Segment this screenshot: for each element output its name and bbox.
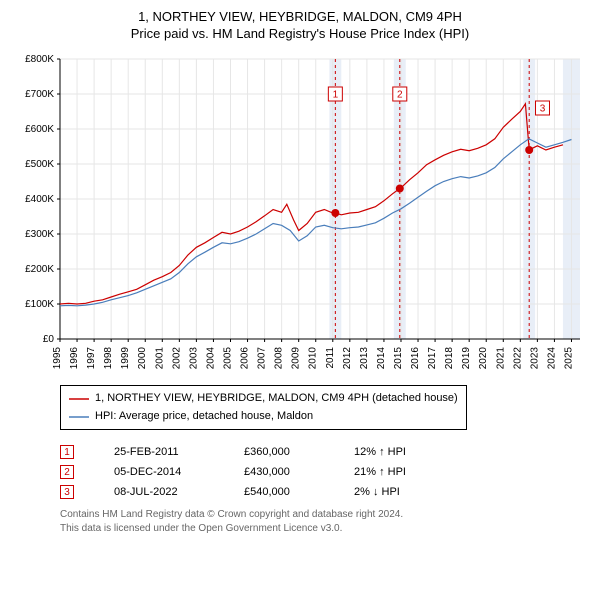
- sale-diff: 21% ↑ HPI: [354, 466, 406, 478]
- svg-text:2007: 2007: [257, 347, 268, 370]
- svg-text:2015: 2015: [393, 347, 404, 370]
- svg-text:2001: 2001: [154, 347, 165, 370]
- sale-marker-number: 2: [397, 90, 403, 101]
- sale-price: £540,000: [244, 486, 314, 498]
- svg-text:2016: 2016: [410, 347, 421, 370]
- sale-diff: 12% ↑ HPI: [354, 446, 406, 458]
- svg-text:2019: 2019: [461, 347, 472, 370]
- svg-text:2004: 2004: [205, 347, 216, 370]
- svg-text:£100K: £100K: [25, 299, 54, 310]
- svg-text:2002: 2002: [171, 347, 182, 370]
- svg-text:2020: 2020: [478, 347, 489, 370]
- sale-date: 08-JUL-2022: [114, 486, 204, 498]
- sale-date: 05-DEC-2014: [114, 466, 204, 478]
- svg-text:1997: 1997: [86, 347, 97, 370]
- sale-marker-icon: 2: [60, 465, 74, 479]
- sale-marker-icon: 3: [60, 485, 74, 499]
- svg-text:£700K: £700K: [25, 89, 54, 100]
- chart-subtitle: Price paid vs. HM Land Registry's House …: [8, 26, 592, 41]
- svg-text:2003: 2003: [188, 347, 199, 370]
- sale-marker-number: 3: [540, 104, 546, 115]
- legend-swatch: [69, 394, 89, 404]
- svg-text:1999: 1999: [120, 347, 131, 370]
- svg-text:£300K: £300K: [25, 229, 54, 240]
- svg-text:2022: 2022: [512, 347, 523, 370]
- footer-attribution: Contains HM Land Registry data © Crown c…: [60, 508, 592, 536]
- legend-item: HPI: Average price, detached house, Mald…: [69, 408, 458, 426]
- legend-item: 1, NORTHEY VIEW, HEYBRIDGE, MALDON, CM9 …: [69, 390, 458, 408]
- sale-price: £430,000: [244, 466, 314, 478]
- footer-line: Contains HM Land Registry data © Crown c…: [60, 508, 592, 522]
- svg-text:£0: £0: [43, 334, 55, 345]
- legend-swatch: [69, 412, 89, 422]
- legend-label: 1, NORTHEY VIEW, HEYBRIDGE, MALDON, CM9 …: [95, 390, 458, 408]
- svg-text:2014: 2014: [376, 347, 387, 370]
- sale-row: 3 08-JUL-2022 £540,000 2% ↓ HPI: [60, 482, 592, 502]
- line-chart-svg: £0 £100K £200K £300K £400K £500K £600K £700K £80…: [8, 49, 592, 379]
- sales-table: 1 25-FEB-2011 £360,000 12% ↑ HPI 2 05-DEC-201…: [60, 442, 592, 502]
- svg-text:2017: 2017: [427, 347, 438, 370]
- sale-dot: [331, 209, 339, 217]
- svg-text:£800K: £800K: [25, 54, 54, 65]
- legend: 1, NORTHEY VIEW, HEYBRIDGE, MALDON, CM9 …: [60, 385, 467, 430]
- svg-text:£200K: £200K: [25, 264, 54, 275]
- sale-price: £360,000: [244, 446, 314, 458]
- svg-text:2012: 2012: [342, 347, 353, 370]
- svg-text:£400K: £400K: [25, 194, 54, 205]
- svg-text:2010: 2010: [308, 347, 319, 370]
- footer-line: This data is licensed under the Open Gov…: [60, 522, 592, 536]
- sale-row: 2 05-DEC-2014 £430,000 21% ↑ HPI: [60, 462, 592, 482]
- svg-text:£500K: £500K: [25, 159, 54, 170]
- sale-date: 25-FEB-2011: [114, 446, 204, 458]
- svg-text:2008: 2008: [274, 347, 285, 370]
- sale-dot: [525, 146, 533, 154]
- svg-text:1996: 1996: [69, 347, 80, 370]
- chart-area: £0 £100K £200K £300K £400K £500K £600K £700K £80…: [8, 49, 592, 379]
- svg-text:2000: 2000: [137, 347, 148, 370]
- svg-text:2006: 2006: [240, 347, 251, 370]
- sale-diff: 2% ↓ HPI: [354, 486, 400, 498]
- svg-text:2011: 2011: [325, 347, 336, 369]
- title-block: 1, NORTHEY VIEW, HEYBRIDGE, MALDON, CM9 …: [8, 8, 592, 41]
- svg-text:1998: 1998: [103, 347, 114, 370]
- svg-text:1995: 1995: [52, 347, 63, 370]
- chart-container: 1, NORTHEY VIEW, HEYBRIDGE, MALDON, CM9 …: [0, 0, 600, 544]
- svg-text:£600K: £600K: [25, 124, 54, 135]
- svg-text:2025: 2025: [563, 347, 574, 370]
- svg-text:2023: 2023: [529, 347, 540, 370]
- sale-dot: [396, 185, 404, 193]
- sale-row: 1 25-FEB-2011 £360,000 12% ↑ HPI: [60, 442, 592, 462]
- sale-marker-number: 1: [333, 90, 339, 101]
- svg-text:2018: 2018: [444, 347, 455, 370]
- svg-text:2024: 2024: [546, 347, 557, 370]
- svg-text:2005: 2005: [222, 347, 233, 370]
- svg-text:2013: 2013: [359, 347, 370, 370]
- legend-label: HPI: Average price, detached house, Mald…: [95, 408, 313, 426]
- sale-marker-icon: 1: [60, 445, 74, 459]
- svg-text:2021: 2021: [495, 347, 506, 370]
- chart-title: 1, NORTHEY VIEW, HEYBRIDGE, MALDON, CM9 …: [8, 8, 592, 26]
- svg-text:2009: 2009: [291, 347, 302, 370]
